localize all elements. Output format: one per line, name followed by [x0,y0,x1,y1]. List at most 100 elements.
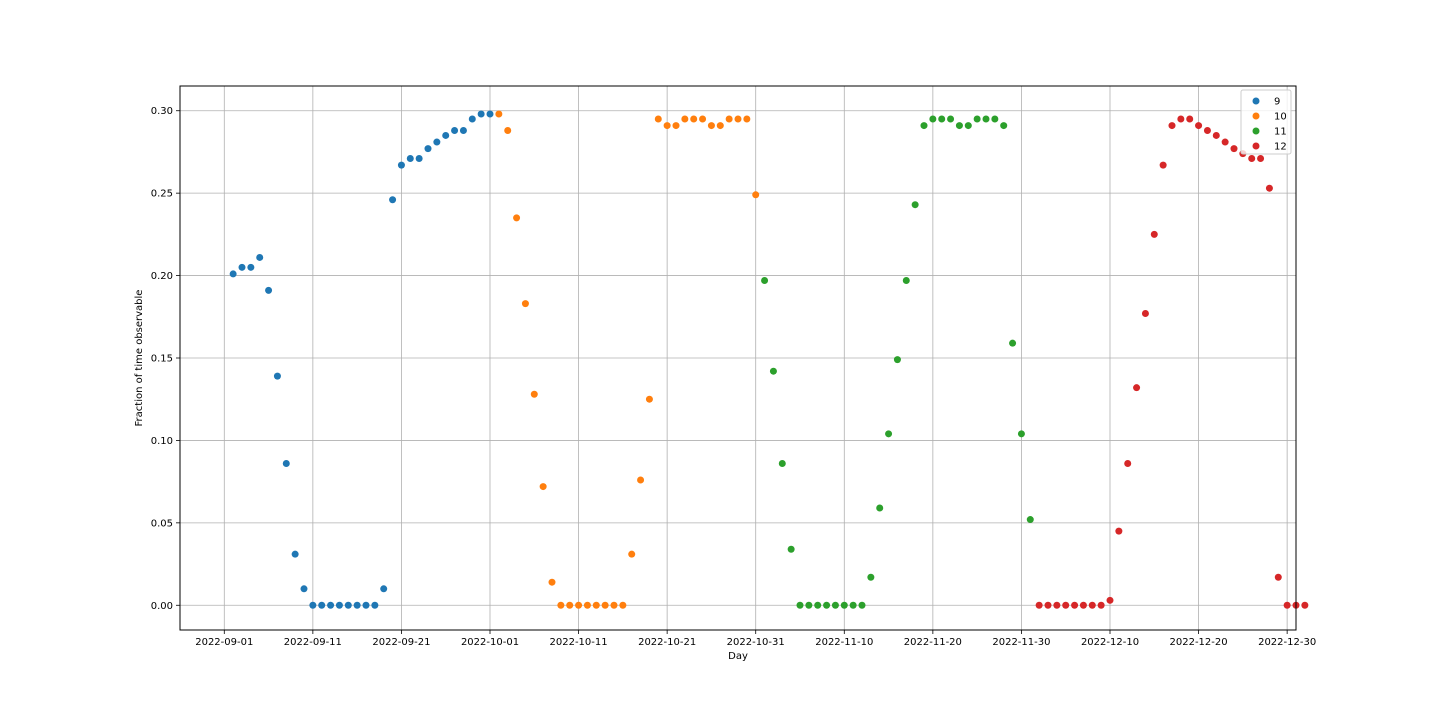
data-point [486,110,494,118]
data-point [769,367,777,375]
y-tick-label: 0.25 [151,189,173,200]
data-point [344,601,352,609]
data-point [920,122,928,130]
legend-label: 12 [1274,142,1287,153]
y-tick-label: 0.05 [151,518,173,529]
data-point [858,601,866,609]
data-point [397,161,405,169]
data-point [814,601,822,609]
data-point [1097,601,1105,609]
data-point [690,115,698,123]
data-point [513,214,521,222]
data-point [1301,601,1309,609]
data-point [947,115,955,123]
data-point [539,483,547,491]
legend: 9 10 11 12 [1240,89,1292,155]
data-point [1186,115,1194,123]
data-point [761,277,769,285]
data-point [672,122,680,130]
data-point [1168,122,1176,130]
data-point [380,585,388,593]
data-point [1026,516,1034,524]
data-point [1062,601,1070,609]
data-point [929,115,937,123]
data-point [1221,138,1229,146]
data-point [725,115,733,123]
data-point [309,601,317,609]
data-point [592,601,600,609]
data-point [557,601,565,609]
data-point [327,601,335,609]
data-point [575,601,583,609]
data-point [1248,155,1256,163]
data-point [654,115,662,123]
data-point [716,122,724,130]
data-point [893,356,901,364]
data-point [282,460,290,468]
data-point [1071,601,1079,609]
legend-label: 11 [1274,127,1287,138]
data-point [743,115,751,123]
data-point [805,601,813,609]
data-point [902,277,910,285]
data-point [619,601,627,609]
data-point [787,545,795,553]
data-point [291,550,299,558]
y-tick-label: 0.30 [151,106,173,117]
data-point [867,573,875,581]
data-point [752,191,760,199]
y-tick-label: 0.20 [151,271,173,282]
data-points [229,110,1309,609]
data-point [1203,127,1211,135]
data-point [424,145,432,153]
data-point [1044,601,1052,609]
legend-marker [1252,127,1260,135]
data-point [406,155,414,163]
data-point [938,115,946,123]
data-point [238,263,246,271]
data-point [831,601,839,609]
data-point [707,122,715,130]
data-point [823,601,831,609]
data-point [778,460,786,468]
data-point [371,601,379,609]
y-axis-label: Fraction of time observable [134,290,145,427]
data-point [1017,430,1025,438]
x-axis-label: Day [728,651,748,662]
y-tick-label: 0.00 [151,601,173,612]
legend-marker [1252,97,1260,105]
data-point [335,601,343,609]
data-point [1053,601,1061,609]
legend-label: 10 [1274,112,1287,123]
data-point [840,601,848,609]
data-point [521,300,529,308]
data-point [265,286,273,294]
data-point [663,122,671,130]
data-point [300,585,308,593]
data-point [1115,527,1123,535]
x-tick-label: 2022-10-01 [461,637,519,648]
legend-marker [1252,112,1260,120]
data-point [1150,230,1158,238]
data-point [1088,601,1096,609]
data-point [247,263,255,271]
data-point [876,504,884,512]
data-point [982,115,990,123]
x-tick-label: 2022-09-11 [284,637,342,648]
data-point [1283,601,1291,609]
data-point [991,115,999,123]
data-point [645,395,653,403]
data-point [229,270,237,278]
data-point [495,110,503,118]
x-tick-label: 2022-11-10 [815,637,873,648]
data-point [1079,601,1087,609]
data-point [885,430,893,438]
legend-box [1240,89,1292,155]
x-tick-label: 2022-11-20 [904,637,962,648]
data-point [955,122,963,130]
data-point [468,115,476,123]
data-point [734,115,742,123]
data-point [1265,184,1273,192]
data-point [911,201,919,209]
